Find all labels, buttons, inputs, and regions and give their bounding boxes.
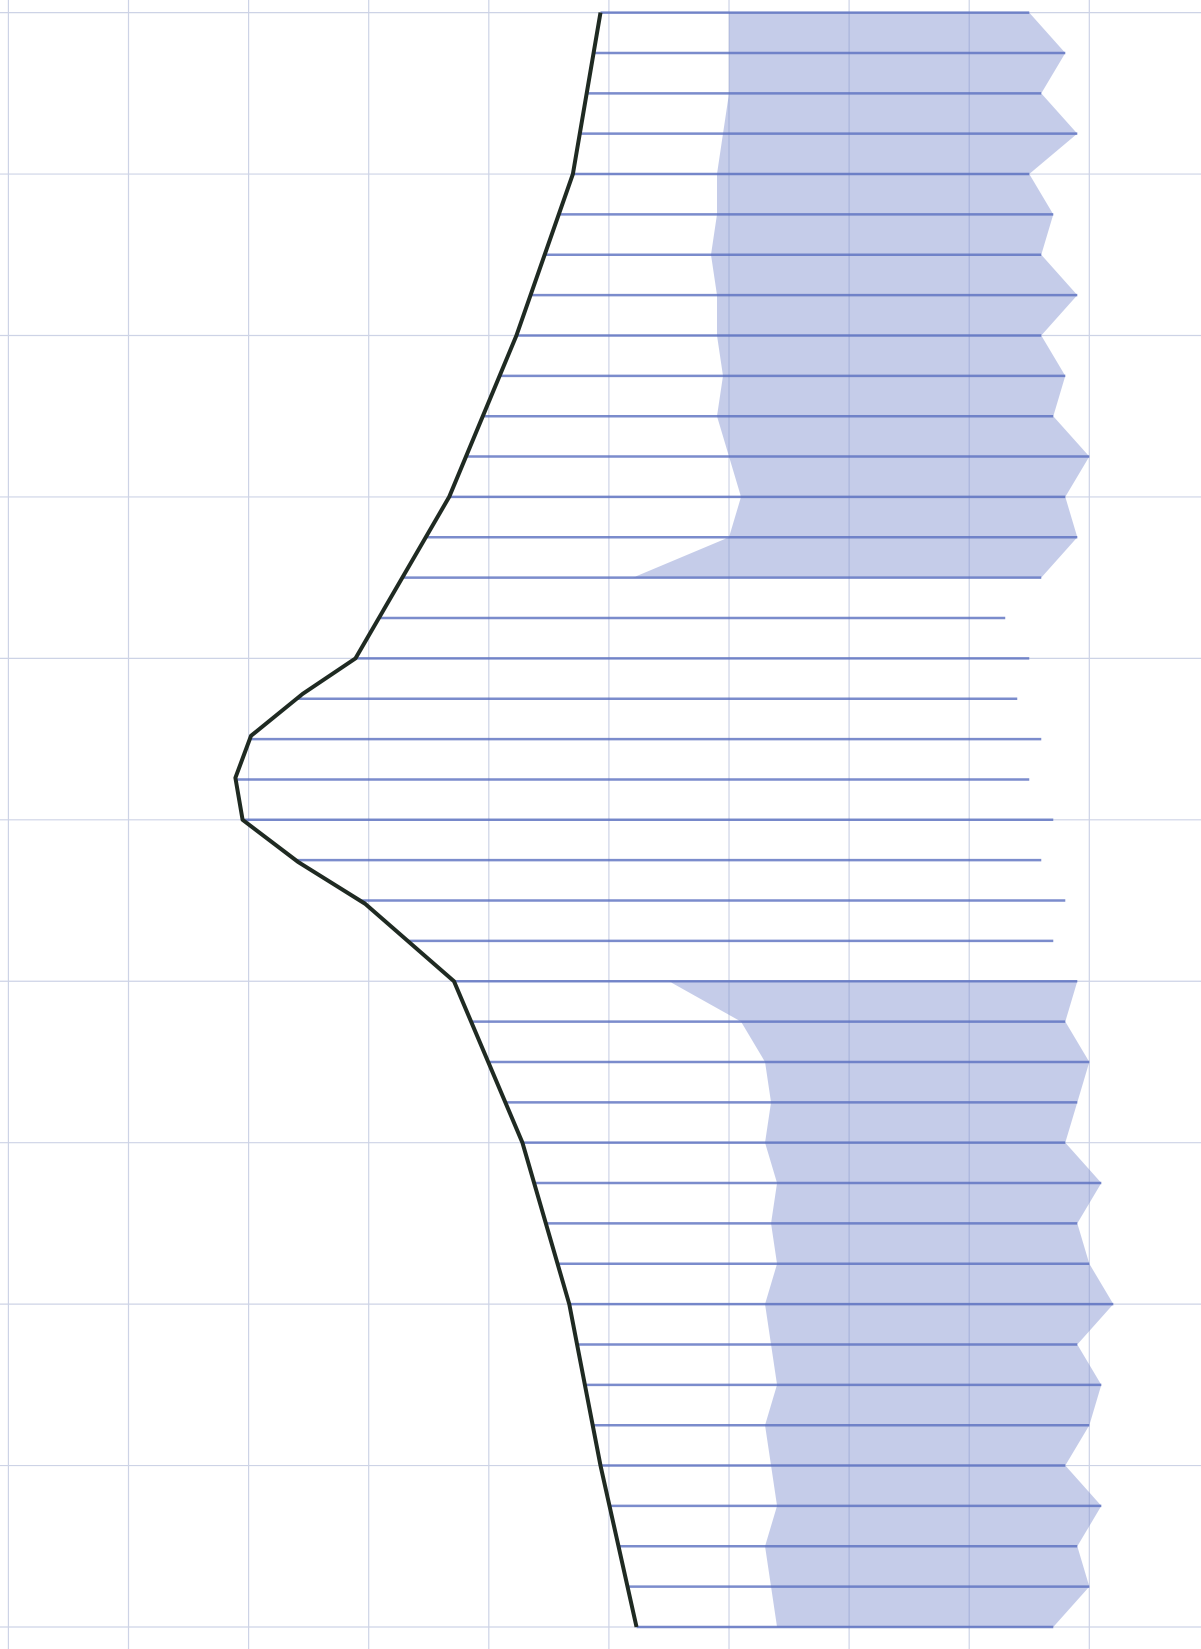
curve [233,12,639,1628]
